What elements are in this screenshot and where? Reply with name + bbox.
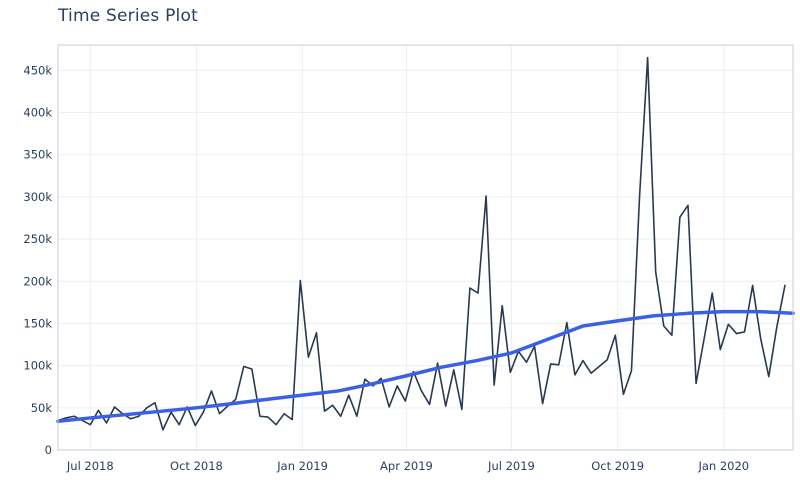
x-tick-label: Jan 2019 [276,459,328,473]
y-tick-label: 150k [23,316,52,330]
axis-layer: 0 50k 100k 150k 200k 250k 300k 350k 400k 450k Jul … [23,63,749,473]
plot-frame [57,44,794,451]
y-tick-label: 400k [23,106,52,120]
x-tick-label: Jan 2020 [697,459,749,473]
y-tick-label: 300k [23,190,52,204]
y-tick-label: 100k [23,359,52,373]
y-tick-label: 250k [23,232,52,246]
y-tick-label: 450k [23,63,52,77]
raw-series-line [57,56,786,431]
x-tick-label: Jul 2018 [66,459,114,473]
grid-layer [58,45,793,450]
y-tick-label: 50k [31,401,53,415]
x-tick-label: Oct 2018 [170,459,223,473]
trend-series-line [56,309,795,424]
x-tick-label: Apr 2019 [380,459,433,473]
y-tick-label: 350k [23,148,52,162]
y-tick-label: 200k [23,274,52,288]
x-tick-label: Oct 2019 [591,459,644,473]
chart-title: Time Series Plot [58,6,198,26]
y-tick-label: 0 [45,443,52,457]
series-layer [56,56,795,431]
x-tick-label: Jul 2019 [487,459,535,473]
